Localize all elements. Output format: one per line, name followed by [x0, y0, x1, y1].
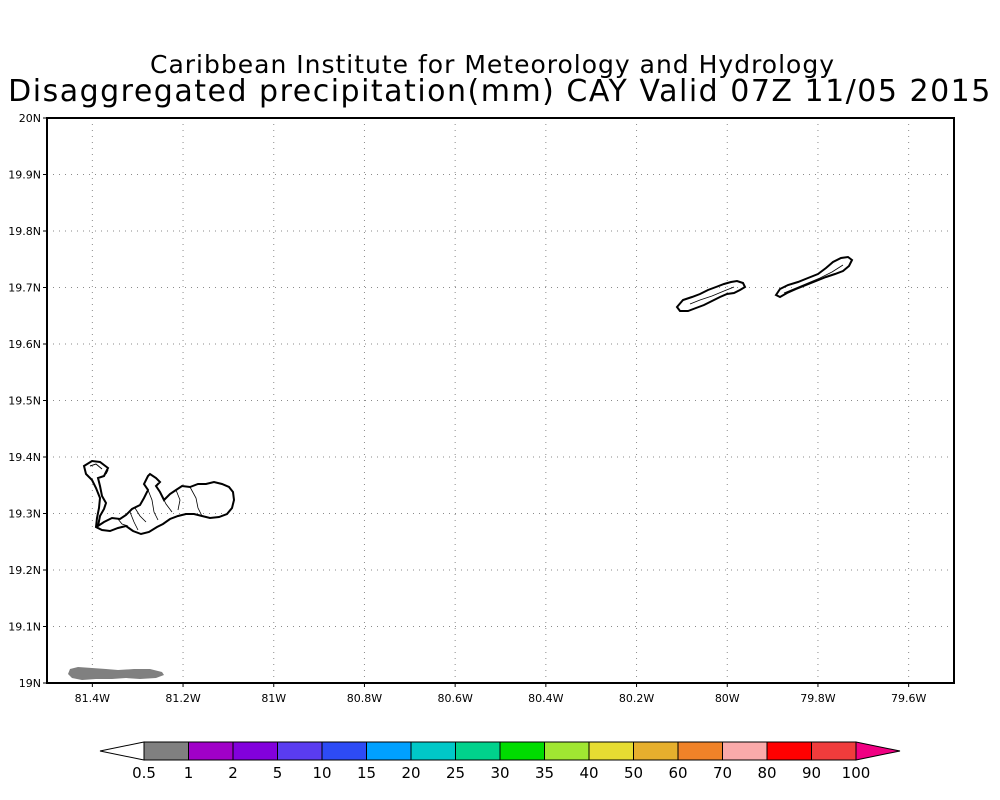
- colorbar-label: 20: [401, 764, 420, 782]
- colorbar-label: 50: [624, 764, 643, 782]
- colorbar-swatch: [499, 741, 545, 761]
- axis-ticks: [43, 117, 910, 687]
- colorbar-label: 2: [228, 764, 238, 782]
- colorbar-labels: 0.5 1 2 5 10 15 20 25 30 35 40 50 60 70 80 90 100: [132, 764, 870, 782]
- colorbar-label: 35: [535, 764, 554, 782]
- precip-area: [68, 667, 164, 680]
- colorbar-swatch: [232, 741, 278, 761]
- grid-lines: [47, 118, 954, 683]
- colorbar-label: 60: [668, 764, 687, 782]
- colorbar-swatch: [677, 741, 723, 761]
- colorbar-label: 40: [579, 764, 598, 782]
- colorbar: [99, 741, 901, 761]
- colorbar-label: 0.5: [132, 764, 156, 782]
- colorbar-label: 10: [312, 764, 331, 782]
- colorbar-label: 70: [713, 764, 732, 782]
- colorbar-label: 25: [446, 764, 465, 782]
- colorbar-high-arrow: [855, 741, 901, 761]
- lon-tick-label: 81.4W: [75, 692, 110, 705]
- lon-tick-label: 80.8W: [347, 692, 382, 705]
- colorbar-swatch: [544, 741, 590, 761]
- colorbar-label: 100: [842, 764, 871, 782]
- lon-tick-label: 79.8W: [800, 692, 835, 705]
- colorbar-swatch: [366, 741, 412, 761]
- lat-tick-label: 19.5N: [8, 395, 41, 408]
- lon-tick-label: 81W: [261, 692, 286, 705]
- little-cayman-outline: [675, 279, 747, 312]
- colorbar-swatch: [588, 741, 634, 761]
- lat-tick-label: 19.6N: [8, 338, 41, 351]
- lat-tick-label: 19.1N: [8, 621, 41, 634]
- grand-cayman-outline: [82, 459, 236, 536]
- colorbar-swatch: [188, 741, 234, 761]
- lat-tick-label: 19.3N: [8, 508, 41, 521]
- colorbar-swatch: [633, 741, 679, 761]
- colorbar-swatch: [455, 741, 501, 761]
- lat-tick-label: 20N: [19, 112, 41, 125]
- latitude-tick-labels: 19N 19.1N 19.2N 19.3N 19.4N 19.5N 19.6N 19.7N 19…: [8, 112, 41, 690]
- colorbar-swatch: [766, 741, 812, 761]
- colorbar-swatch: [410, 741, 456, 761]
- lat-tick-label: 19N: [19, 677, 41, 690]
- lon-tick-label: 80.6W: [437, 692, 472, 705]
- title-line-1: Caribbean Institute for Meteorology and …: [150, 50, 835, 79]
- lat-tick-label: 19.2N: [8, 564, 41, 577]
- colorbar-label: 80: [757, 764, 776, 782]
- lat-tick-label: 19.8N: [8, 225, 41, 238]
- longitude-tick-labels: 81.4W 81.2W 81W 80.8W 80.6W 80.4W 80.2W 80W 79.8…: [75, 692, 927, 705]
- lon-tick-label: 79.6W: [891, 692, 926, 705]
- colorbar-swatch: [143, 741, 189, 761]
- colorbar-label: 30: [490, 764, 509, 782]
- colorbar-low-arrow: [99, 741, 145, 761]
- lon-tick-label: 81.2W: [165, 692, 200, 705]
- cayman-brac-outline: [774, 255, 854, 299]
- lon-tick-label: 80.2W: [619, 692, 654, 705]
- lat-tick-label: 19.7N: [8, 282, 41, 295]
- colorbar-label: 1: [184, 764, 194, 782]
- colorbar-label: 15: [357, 764, 376, 782]
- colorbar-label: 5: [273, 764, 283, 782]
- lon-tick-label: 80W: [715, 692, 740, 705]
- title-line-2: Disaggregated precipitation(mm) CAY Vali…: [8, 74, 992, 109]
- colorbar-swatch: [277, 741, 323, 761]
- lon-tick-label: 80.4W: [528, 692, 563, 705]
- colorbar-swatch: [722, 741, 768, 761]
- lat-tick-label: 19.4N: [8, 451, 41, 464]
- colorbar-swatch: [811, 741, 857, 761]
- colorbar-label: 90: [802, 764, 821, 782]
- lat-tick-label: 19.9N: [8, 169, 41, 182]
- colorbar-swatch: [321, 741, 367, 761]
